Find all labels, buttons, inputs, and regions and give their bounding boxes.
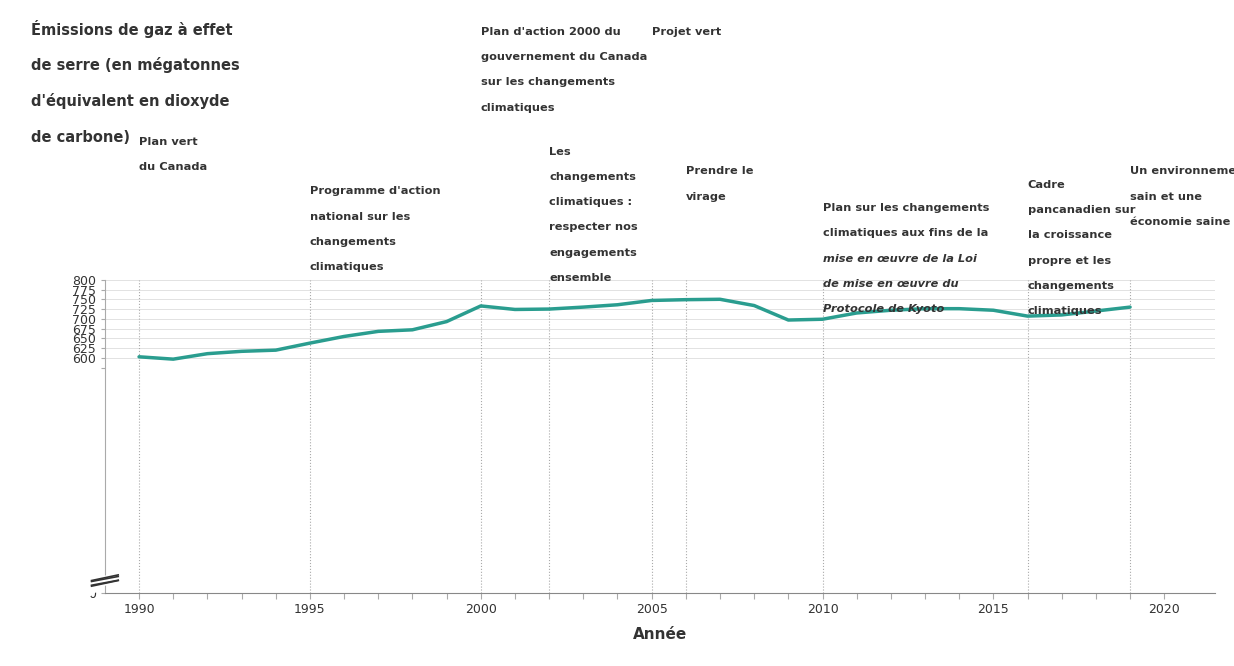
Text: de carbone): de carbone) [31,130,130,145]
Text: mise en œuvre de la Loi: mise en œuvre de la Loi [823,254,976,264]
Text: climatiques: climatiques [1028,306,1102,316]
Text: du Canada: du Canada [139,162,207,172]
Text: sur les changements: sur les changements [481,77,615,87]
Text: changements: changements [310,237,397,247]
Text: climatiques :: climatiques : [549,197,632,207]
Text: changements: changements [1028,281,1114,291]
Text: national sur les: national sur les [310,212,410,222]
Text: gouvernement du Canada: gouvernement du Canada [481,52,647,62]
Text: la croissance: la croissance [1028,230,1112,240]
Text: Plan sur les changements: Plan sur les changements [823,203,988,213]
X-axis label: Année: Année [633,627,687,642]
Text: respecter nos: respecter nos [549,222,638,232]
Text: Un environnement: Un environnement [1130,166,1234,176]
Text: sain et une: sain et une [1130,192,1202,202]
Text: économie saine: économie saine [1130,217,1230,227]
Text: engagements: engagements [549,248,637,258]
Text: virage: virage [686,192,727,202]
Text: pancanadien sur: pancanadien sur [1028,205,1135,215]
Text: climatiques: climatiques [481,103,555,113]
Text: propre et les: propre et les [1028,256,1111,266]
Text: climatiques aux fins de la: climatiques aux fins de la [823,228,988,238]
Text: de serre (en mégatonnes: de serre (en mégatonnes [31,57,239,73]
Text: climatiques: climatiques [310,262,385,272]
Text: Les: Les [549,147,571,157]
Text: Émissions de gaz à effet: Émissions de gaz à effet [31,20,232,38]
Text: changements: changements [549,172,636,182]
Text: de mise en œuvre du: de mise en œuvre du [823,279,958,289]
Text: Protocole de Kyoto: Protocole de Kyoto [823,304,944,314]
Text: d'équivalent en dioxyde: d'équivalent en dioxyde [31,93,230,109]
Text: Plan vert: Plan vert [139,137,197,147]
Text: Prendre le: Prendre le [686,166,753,176]
Text: Programme d'action: Programme d'action [310,186,441,196]
Text: Cadre: Cadre [1028,180,1065,190]
Text: ensemble: ensemble [549,273,612,283]
Text: Plan d'action 2000 du: Plan d'action 2000 du [481,27,621,37]
Text: Projet vert: Projet vert [652,27,721,37]
